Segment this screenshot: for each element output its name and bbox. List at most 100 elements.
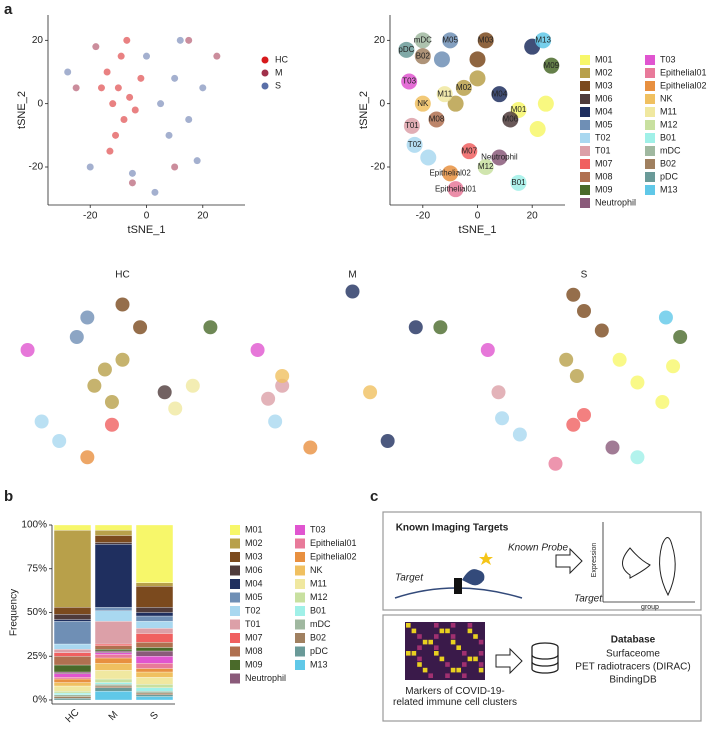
legend-label: M07 [595,158,613,168]
database-item: BindingDB [609,675,657,686]
point [268,414,283,429]
legend-label: M12 [310,592,328,602]
legend-label: M09 [595,184,613,194]
cluster-label: M09 [544,61,560,70]
bar-segment [53,656,92,666]
point [502,111,519,128]
y-tick-label: 100% [21,520,47,531]
y-tick-label: 20 [374,35,386,46]
bar-segment [94,670,133,680]
bar-segment [135,656,174,664]
markers-text-box: Markers of COVID-19-related immune cell … [393,686,517,708]
y-tick-label: -20 [29,162,44,173]
bar-segment [53,678,92,683]
point [535,32,552,49]
legend-key [295,606,305,616]
legend-key [580,198,590,208]
heatmap-cell [406,623,411,628]
bar-segment [94,657,133,664]
database-item: Surfaceome [606,649,660,660]
legend-label: M06 [245,565,263,575]
point [406,136,423,153]
y-tick-label: 75% [27,563,47,574]
heatmap-cell [467,656,473,662]
point [185,378,200,393]
point [69,330,84,344]
facet-title: M [348,270,356,281]
point [469,70,486,87]
heatmap-cell [450,639,456,645]
bar-segment [94,685,133,688]
legend-label: M08 [245,646,263,656]
bar-segment [94,684,133,687]
cluster-label: M11 [437,89,453,98]
point [115,352,130,367]
y-tick-label: 20 [32,35,44,46]
legend-label: M13 [660,184,678,194]
bar-segment [53,607,92,615]
legend-key [645,94,655,104]
legend-label: T01 [595,145,611,155]
legend-label: mDC [310,619,331,629]
legend-key [645,120,655,130]
legend-key [580,81,590,91]
legend-key [645,185,655,195]
bar-segment [94,542,133,545]
point [433,320,448,335]
bar-segment [53,621,92,645]
heatmap-cell [462,651,467,656]
point [137,74,145,82]
legend-key [580,68,590,78]
x-tick-label: 20 [527,211,539,222]
cluster-label: B01 [511,178,526,187]
legend-key [295,619,305,630]
point [92,43,100,51]
arrow [555,547,583,575]
point [480,343,495,357]
point [577,304,591,318]
bar-segment [135,621,174,629]
heatmap-cell [450,667,456,673]
legend-key [645,159,655,169]
legend-label: M11 [310,578,327,588]
bar-segment [94,652,133,655]
bar-segment [53,619,92,622]
legend-key [295,579,305,589]
legend-key [230,606,240,616]
legend-key [295,538,305,549]
probe-label: Known Probe [508,543,568,554]
heatmap-cell [434,645,439,650]
point [455,79,472,96]
point [428,111,445,128]
legend-label: Epithelial02 [660,80,707,90]
legend-key [230,660,240,670]
bar-segment [94,649,133,652]
point [510,174,527,191]
point [630,375,645,390]
database-item: PET radiotracers (DIRAC) [575,662,690,673]
bar-segment [53,696,92,699]
x-tick-label: M [107,709,121,723]
bar-segment [53,692,92,695]
heatmap-cell [434,634,439,639]
bar-segment [135,607,174,613]
legend-key [645,81,655,91]
point [658,310,673,325]
point [52,434,67,448]
legend-label: M13 [310,659,328,669]
point [80,310,95,325]
bar-segment [135,692,174,695]
bar-segment [94,643,133,646]
cluster-label: M04 [492,89,508,98]
point [655,395,670,409]
bar-segment [94,687,133,692]
imaging-title: Known Imaging Targets [396,523,509,534]
facet-title: S [581,270,588,281]
legend-key [230,673,240,684]
heatmap-cell [411,651,417,656]
bar-segment [94,654,133,659]
point [171,74,179,82]
point [109,100,117,108]
x-tick-label: -20 [83,211,98,222]
legend-label: M08 [595,171,613,181]
